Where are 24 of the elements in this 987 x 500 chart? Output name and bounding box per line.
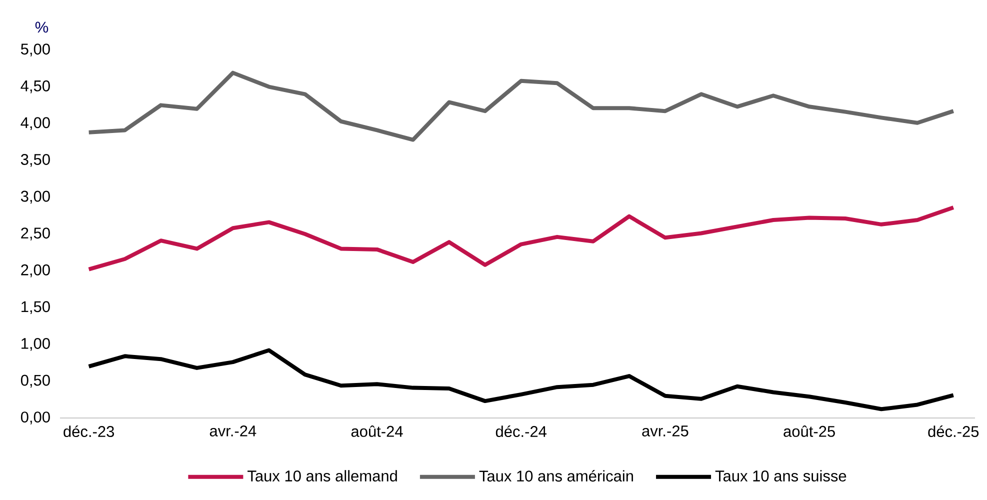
- y-tick-label: 2,50: [21, 228, 50, 240]
- x-tick-label: août-25: [784, 425, 835, 437]
- legend-label: Taux 10 ans allemand: [248, 470, 397, 482]
- x-tick-label: août-24: [351, 425, 403, 437]
- y-tick-label: 1,50: [22, 301, 50, 314]
- y-tick-label: 0,00: [20, 412, 50, 424]
- x-tick-label: déc.-24: [496, 425, 547, 438]
- legend-label: Taux 10 ans américain: [479, 470, 633, 482]
- legend-label: Taux 10 ans suisse: [715, 470, 846, 482]
- line-series: [86, 348, 956, 412]
- y-tick-label: 4,50: [20, 80, 50, 94]
- y-tick-label: 0,50: [20, 374, 50, 388]
- y-tick-label: 3,50: [20, 154, 50, 167]
- x-tick-label: avr.-25: [642, 425, 688, 436]
- x-tick-label: déc.-25: [928, 425, 979, 438]
- line-series: [86, 70, 956, 142]
- y-tick-label: 5,00: [20, 44, 50, 56]
- y-tick-label: 4,00: [20, 117, 50, 130]
- y-tick-label: 1,00: [22, 338, 50, 351]
- x-tick-label: déc.-23: [64, 425, 114, 438]
- y-tick-label: 2,00: [21, 264, 50, 278]
- x-tick-label: avr.-24: [210, 425, 256, 436]
- y-axis-title: %: [35, 22, 48, 33]
- y-tick-label: 3,00: [20, 190, 50, 204]
